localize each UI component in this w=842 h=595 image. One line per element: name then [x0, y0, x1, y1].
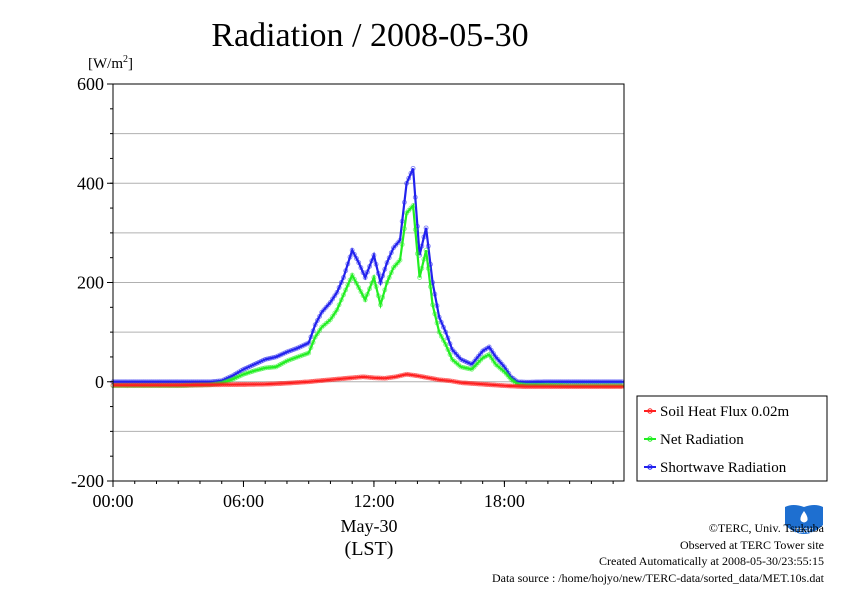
logo-text: TERC	[794, 528, 813, 535]
legend-item: Soil Heat Flux 0.02m	[644, 404, 790, 420]
legend-label: Shortwave Radiation	[660, 460, 787, 476]
observed-site-text: Observed at TERC Tower site	[679, 537, 824, 552]
data-point	[330, 313, 336, 319]
y-tick-label: -200	[71, 471, 104, 491]
legend-marker	[647, 436, 653, 442]
legend-label: Net Radiation	[660, 432, 744, 448]
legend-marker	[647, 464, 653, 470]
copyright-text: ©TERC, Univ. Tsukuba	[708, 521, 824, 535]
legend-box	[636, 395, 828, 482]
legend-label: Soil Heat Flux 0.02m	[660, 404, 790, 420]
footer-credits: ©TERC, Univ. Tsukuba Observed at TERC To…	[492, 520, 824, 586]
x-axis-date-label: May-30	[341, 516, 398, 536]
data-point	[327, 317, 333, 323]
series-line	[113, 373, 624, 388]
legend: Soil Heat Flux 0.02m Net Radiation Shortwa…	[636, 395, 828, 482]
series-net-radiation	[110, 202, 625, 389]
y-tick-label: 200	[77, 273, 104, 293]
data-source-text: Data source : /home/hojyo/new/TERC-data/…	[491, 570, 824, 585]
data-series	[110, 165, 625, 390]
series-soil-heat-flux-0-02m	[110, 371, 625, 390]
data-point	[332, 310, 338, 316]
y-axis-label: [W/m2]	[88, 54, 133, 72]
y-tick-label: 0	[95, 372, 104, 392]
y-tick-label: 600	[77, 74, 104, 94]
x-tick-label: 18:00	[484, 491, 525, 511]
x-tick-label: 06:00	[223, 491, 264, 511]
series-line	[113, 202, 624, 387]
created-timestamp-text: Created Automatically at 2008-05-30/23:5…	[599, 554, 824, 568]
legend-item: Net Radiation	[644, 432, 744, 448]
series-shortwave-radiation	[110, 165, 625, 385]
series-line	[113, 167, 624, 384]
drop-icon	[800, 511, 808, 523]
chart-title: Radiation / 2008-05-30	[211, 17, 528, 54]
x-axis-timezone-label: (LST)	[345, 538, 394, 560]
data-point	[327, 299, 333, 305]
terc-logo: TERC	[785, 505, 823, 535]
x-tick-label: 00:00	[92, 491, 133, 511]
y-tick-label: 400	[77, 173, 104, 193]
legend-marker	[647, 408, 653, 414]
legend-item: Shortwave Radiation	[644, 460, 787, 476]
x-tick-label: 12:00	[353, 491, 394, 511]
